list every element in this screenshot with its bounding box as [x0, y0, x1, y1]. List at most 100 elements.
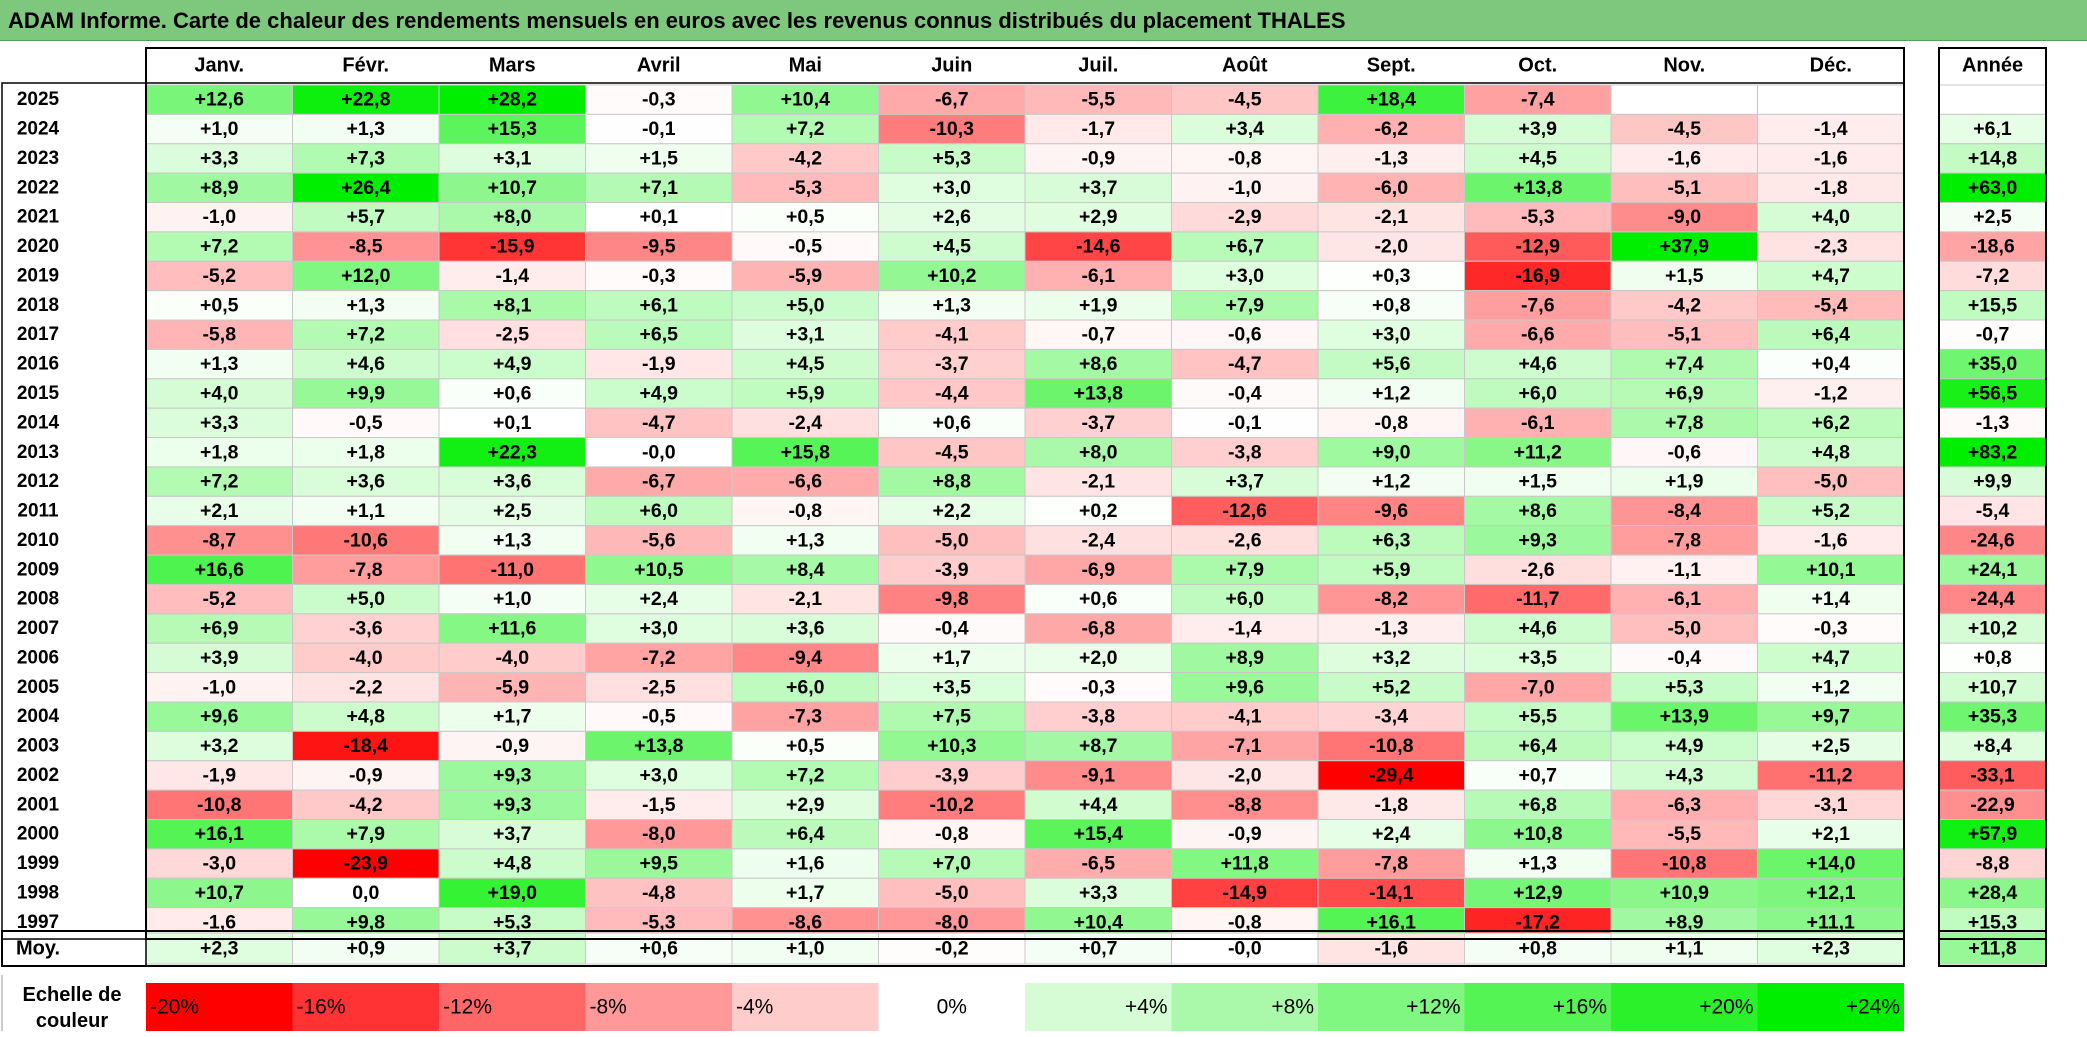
cell-value: +7,3: [347, 147, 386, 169]
heatmap-cell: [1464, 260, 1612, 292]
cell-value: -12,6: [1223, 500, 1268, 522]
cell-value: +1,5: [1519, 471, 1558, 493]
cell-value: +1,3: [493, 529, 532, 551]
cell-value: +1,3: [933, 294, 972, 316]
cell-value: +7,1: [640, 177, 679, 199]
heatmap-cell: [585, 319, 733, 350]
heatmap-cell: [1171, 143, 1319, 174]
cell-value: -10,6: [344, 529, 389, 551]
scale-swatch: [1025, 983, 1172, 1031]
annual-value: +14,8: [1968, 147, 2017, 169]
column-header: Janv.: [194, 55, 244, 77]
scale-step-label: -12%: [443, 996, 492, 1019]
cell-value: -5,0: [935, 529, 969, 551]
cell-value: -4,1: [1228, 706, 1262, 728]
cell-value: +5,2: [1812, 500, 1851, 522]
column-header: Mai: [789, 55, 822, 77]
heatmap-cell: [878, 348, 1026, 380]
annual-value: +57,9: [1968, 823, 2017, 845]
cell-value: +4,4: [1079, 794, 1118, 816]
cell-value: -0,9: [349, 764, 383, 786]
heatmap-cell: [1757, 760, 1905, 791]
cell-value: +1,9: [1079, 294, 1118, 316]
heatmap-cell: [1757, 260, 1905, 292]
cell-value: +2,2: [933, 500, 972, 522]
cell-value: +0,6: [1079, 588, 1118, 610]
cell-value: +3,7: [493, 823, 532, 845]
heatmap-cell: [1024, 202, 1172, 233]
cell-value: -0,4: [1667, 647, 1701, 669]
cell-value: +1,6: [786, 853, 825, 875]
heatmap-cell: [1171, 701, 1319, 732]
cell-value: +4,9: [493, 353, 532, 375]
annual-value: +0,8: [1973, 647, 2012, 669]
heatmap-cell: [585, 583, 733, 615]
heatmap-cell: [292, 495, 440, 527]
heatmap-cell: [1757, 290, 1905, 321]
cell-value: +11,8: [1221, 853, 1269, 875]
heatmap-cell: [438, 789, 586, 820]
annual-value: +9,9: [1973, 471, 2012, 493]
cell-value: -1,1: [1667, 559, 1701, 581]
heatmap-cell: [1024, 819, 1172, 850]
cell-value: -4,7: [642, 412, 676, 434]
cell-value: +1,7: [493, 706, 532, 728]
cell-value: -9,8: [935, 588, 969, 610]
cell-value: +2,6: [933, 206, 972, 228]
column-header: Août: [1222, 55, 1268, 77]
cell-value: +10,1: [1806, 559, 1855, 581]
cell-value: +6,9: [200, 618, 239, 640]
cell-value: -6,1: [1667, 588, 1701, 610]
annual-value: -5,4: [1976, 500, 2010, 522]
cell-value: -6,7: [642, 471, 676, 493]
cell-value: +7,8: [1665, 412, 1704, 434]
heatmap-cell: [292, 348, 440, 380]
heatmap-cell: [292, 319, 440, 350]
cell-value: +4,6: [1519, 618, 1558, 640]
cell-value: -8,0: [935, 911, 969, 933]
cell-value: -3,0: [202, 853, 236, 875]
heatmap-cell: [1171, 583, 1319, 615]
average-value: +2,3: [1812, 938, 1851, 960]
cell-value: +9,8: [347, 911, 386, 933]
cell-value: +3,2: [200, 735, 239, 757]
heatmap-cell: [1024, 348, 1172, 380]
annual-value: -33,1: [1970, 764, 2015, 786]
cell-value: -8,0: [642, 823, 676, 845]
cell-value: +10,5: [634, 559, 683, 581]
cell-value: +3,3: [1079, 882, 1118, 904]
heatmap-cell: [145, 290, 293, 321]
annual-cell: [1938, 437, 2047, 468]
cell-value: +37,9: [1660, 236, 1709, 258]
heatmap-cell: [1317, 583, 1465, 615]
cell-value: +2,5: [493, 500, 532, 522]
heatmap-cell: [1024, 290, 1172, 321]
cell-value: +6,7: [1226, 236, 1265, 258]
cell-value: +2,5: [1812, 735, 1851, 757]
heatmap-cell: [438, 760, 586, 791]
annual-value: +10,7: [1968, 676, 2017, 698]
cell-value: +6,3: [1372, 529, 1411, 551]
cell-value: +0,6: [493, 382, 532, 404]
heatmap-cell: [1171, 260, 1319, 292]
cell-value: +1,8: [347, 441, 386, 463]
cell-value: -2,3: [1814, 236, 1848, 258]
heatmap-cell: [878, 202, 1026, 233]
average-value: +2,3: [200, 938, 239, 960]
heatmap-cell: [878, 172, 1026, 204]
cell-value: +9,6: [1226, 676, 1265, 698]
heatmap-cell: [585, 672, 733, 703]
average-value: +0,7: [1079, 938, 1118, 960]
scale-swatch: [878, 983, 1025, 1031]
scale-swatch: [439, 983, 586, 1031]
heatmap-cell: [292, 231, 440, 262]
cell-value: -5,4: [1814, 294, 1848, 316]
row-year-label: 1999: [17, 853, 59, 874]
heatmap-cell: [145, 877, 293, 909]
heatmap-cell: [438, 260, 586, 292]
column-header: Nov.: [1663, 55, 1705, 77]
heatmap-cell: [1317, 760, 1465, 791]
cell-value: +13,8: [1513, 177, 1562, 199]
heatmap-cell: [731, 789, 879, 820]
scale-step-label: -8%: [590, 996, 627, 1019]
